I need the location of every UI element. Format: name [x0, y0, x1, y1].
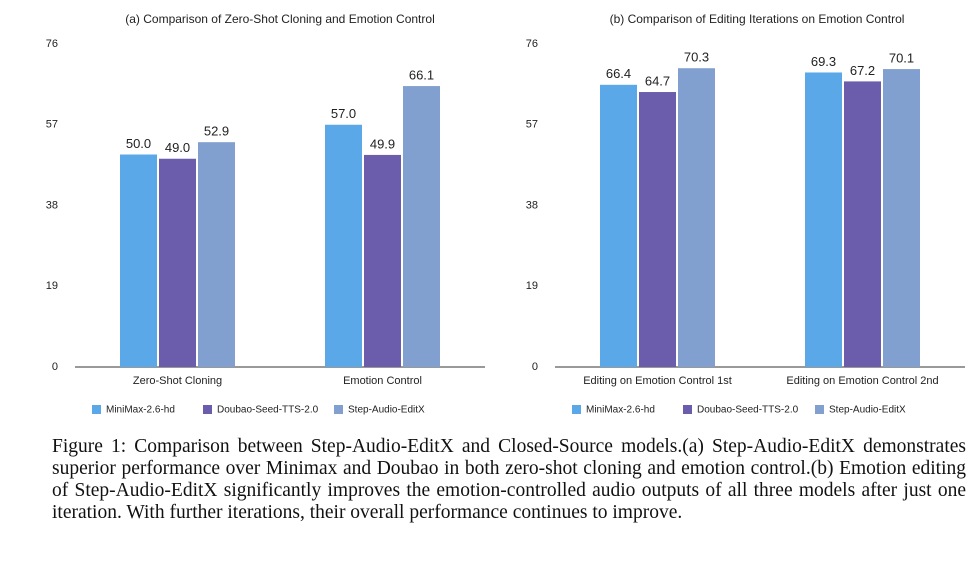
value-label: 49.0: [165, 140, 190, 155]
bar: [403, 86, 440, 367]
bar: [159, 158, 196, 367]
bar: [325, 124, 362, 367]
value-label: 57.0: [331, 106, 356, 121]
chart-title: (b) Comparison of Editing Iterations on …: [610, 12, 905, 26]
value-label: 64.7: [645, 73, 670, 88]
legend-swatch: [683, 405, 692, 414]
bar: [198, 142, 235, 367]
legend-swatch: [92, 405, 101, 414]
x-tick-label: Editing on Emotion Control 2nd: [786, 375, 938, 387]
figure-caption: Figure 1: Comparison between Step-Audio-…: [52, 436, 966, 523]
legend-swatch: [572, 405, 581, 414]
bar: [364, 154, 401, 367]
chart-title: (a) Comparison of Zero-Shot Cloning and …: [125, 12, 434, 26]
legend-label: Doubao-Seed-TTS-2.0: [697, 405, 799, 416]
value-label: 67.2: [850, 63, 875, 78]
bar: [600, 84, 637, 368]
legend-label: MiniMax-2.6-hd: [586, 405, 655, 416]
legend-swatch: [334, 405, 343, 414]
value-label: 52.9: [204, 124, 229, 139]
y-tick-label: 19: [526, 280, 538, 292]
y-tick-label: 57: [46, 119, 58, 131]
value-label: 69.3: [811, 54, 836, 69]
bar: [639, 92, 676, 368]
x-tick-label: Editing on Emotion Control 1st: [583, 375, 732, 387]
y-tick-label: 19: [46, 280, 58, 292]
value-label: 66.1: [409, 68, 434, 83]
y-tick-label: 76: [46, 38, 58, 50]
x-tick-label: Emotion Control: [343, 375, 422, 387]
y-tick-label: 38: [46, 199, 58, 211]
x-tick-label: Zero-Shot Cloning: [133, 375, 222, 387]
bar: [120, 154, 157, 367]
y-tick-label: 57: [526, 119, 538, 131]
legend-swatch: [203, 405, 212, 414]
value-label: 66.4: [606, 66, 631, 81]
value-label: 50.0: [126, 136, 151, 151]
y-tick-label: 38: [526, 199, 538, 211]
bar: [805, 72, 842, 367]
legend-label: Doubao-Seed-TTS-2.0: [217, 405, 319, 416]
value-label: 70.3: [684, 50, 709, 65]
bar: [678, 68, 715, 367]
y-tick-label: 0: [52, 361, 58, 373]
y-tick-label: 0: [532, 361, 538, 373]
legend-swatch: [815, 405, 824, 414]
bar: [844, 81, 881, 368]
value-label: 70.1: [889, 51, 914, 66]
figure: (a) Comparison of Zero-Shot Cloning and …: [46, 12, 965, 416]
legend-label: MiniMax-2.6-hd: [106, 405, 175, 416]
y-tick-label: 76: [526, 38, 538, 50]
legend-label: Step-Audio-EditX: [829, 405, 906, 416]
bar: [883, 69, 920, 367]
value-label: 49.9: [370, 136, 395, 151]
legend-label: Step-Audio-EditX: [348, 405, 425, 416]
